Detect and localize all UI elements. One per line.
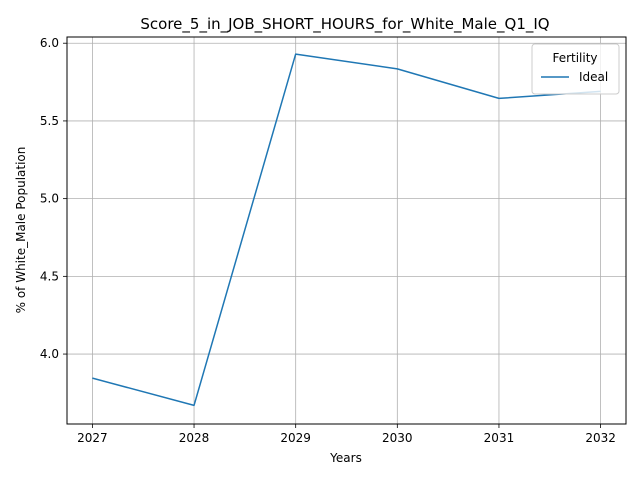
y-axis-label: % of White_Male Population [14,147,28,314]
legend-title: Fertility [552,51,597,65]
series-line-ideal [92,53,601,407]
legend: Fertility Ideal [531,43,620,95]
x-tick-label: 2031 [484,431,515,445]
y-tick-label: 4.0 [40,347,59,361]
x-axis-label: Years [329,451,362,465]
y-tick-label: 4.5 [40,269,59,283]
legend-label-ideal: Ideal [579,70,608,84]
plot-frame [66,36,627,425]
grid-lines [67,37,626,424]
y-tick-label: 5.5 [40,114,59,128]
x-tick-label: 2032 [585,431,616,445]
legend-box [531,43,620,95]
ticks-group: 2027 2028 2029 2030 2031 2032 4.0 4.5 5.0 5.5 6.0 [40,36,616,445]
x-tick-label: 2029 [280,431,311,445]
chart-title: Score_5_in_JOB_SHORT_HOURS_for_White_Mal… [140,15,549,34]
x-tick-label: 2028 [179,431,210,445]
y-tick-label: 5.0 [40,192,59,206]
y-tick-label: 6.0 [40,36,59,50]
series-group [92,53,601,407]
x-tick-label: 2027 [77,431,108,445]
x-tick-label: 2030 [382,431,413,445]
